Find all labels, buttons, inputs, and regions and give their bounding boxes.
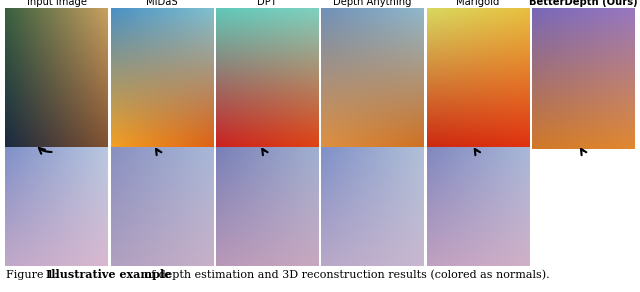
Text: of depth estimation and 3D reconstruction results (colored as normals).: of depth estimation and 3D reconstructio… — [141, 270, 549, 280]
Text: MiDaS: MiDaS — [146, 0, 178, 7]
Text: Input Image: Input Image — [26, 0, 86, 7]
Text: Marigold: Marigold — [456, 0, 500, 7]
Text: DPT: DPT — [257, 0, 277, 7]
Text: BetterDepth (Ours): BetterDepth (Ours) — [529, 0, 638, 7]
Text: Illustrative example: Illustrative example — [46, 269, 172, 280]
Text: Depth Anything: Depth Anything — [333, 0, 412, 7]
Text: Figure 1:: Figure 1: — [6, 270, 62, 280]
